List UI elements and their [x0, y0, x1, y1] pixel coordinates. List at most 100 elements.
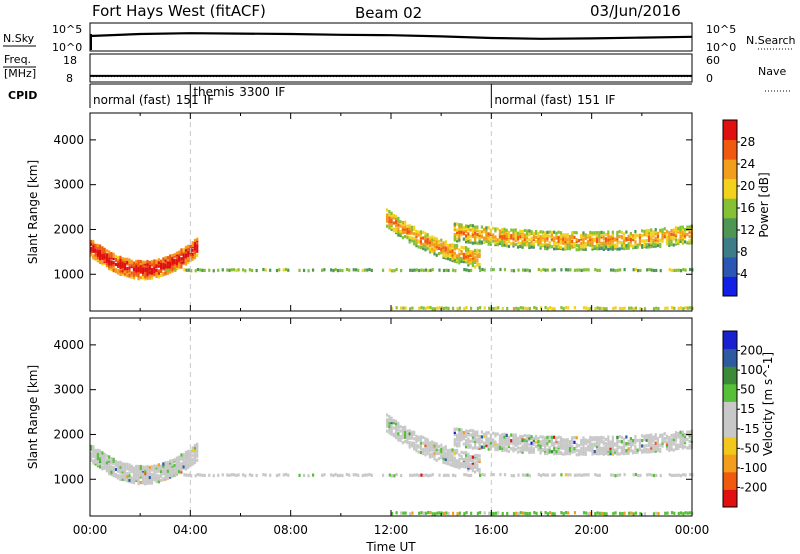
- power-cell: [496, 227, 499, 231]
- power-cell: [447, 306, 450, 311]
- velocity-cell: [248, 473, 251, 477]
- velocity-cell: [519, 449, 522, 454]
- velocity-cell: [196, 448, 199, 452]
- power-cell: [683, 227, 687, 232]
- power-cell: [564, 306, 568, 310]
- velocity-cell: [401, 435, 404, 439]
- velocity-cell: [453, 448, 456, 453]
- power-cell: [580, 233, 583, 238]
- velocity-cell: [645, 444, 648, 448]
- velocity-cell: [440, 443, 443, 447]
- velocity-cell: [464, 442, 468, 446]
- power-cell: [593, 246, 596, 251]
- velocity-cell: [162, 464, 165, 468]
- power-cell: [431, 241, 434, 245]
- velocity-cell: [634, 434, 637, 439]
- velocity-cell: [525, 434, 529, 438]
- velocity-cell: [408, 436, 411, 440]
- power-cell: [90, 246, 93, 250]
- power-cell: [121, 260, 124, 265]
- power-cell: [674, 228, 678, 232]
- power-cell: [505, 242, 508, 246]
- power-colorbar-label: Power [dB]: [757, 172, 771, 237]
- cpid-segment-1: normal (fast) 151 IF: [93, 93, 214, 107]
- velocity-cell: [585, 473, 588, 477]
- velocity-cell: [464, 460, 468, 464]
- velocity-cell: [524, 473, 527, 477]
- velocity-cell: [510, 439, 513, 443]
- power-cell: [507, 238, 511, 242]
- power-cell: [589, 230, 592, 235]
- power-cell: [498, 233, 502, 238]
- velocity-cell: [395, 423, 398, 428]
- velocity-cell: [501, 435, 504, 439]
- power-cell: [112, 252, 115, 256]
- power-cell: [600, 235, 603, 239]
- velocity-cell: [404, 511, 407, 515]
- power-cell: [187, 244, 190, 249]
- velocity-cell: [193, 450, 197, 454]
- velocity-cell: [516, 436, 520, 440]
- power-cell: [458, 223, 461, 227]
- power-cell: [399, 233, 402, 238]
- velocity-cell: [607, 446, 610, 450]
- velocity-cell: [501, 441, 504, 445]
- velocity-cell: [479, 511, 482, 515]
- power-cell: [576, 268, 579, 272]
- velocity-cell: [105, 467, 109, 471]
- power-cell: [573, 242, 576, 246]
- velocity-cell: [114, 459, 118, 464]
- power-cell: [182, 250, 185, 254]
- power-cell: [144, 272, 147, 276]
- velocity-cell: [178, 469, 181, 474]
- velocity-cell: [397, 438, 400, 442]
- power-cell: [117, 263, 120, 267]
- velocity-cell: [180, 456, 183, 460]
- power-cell: [381, 268, 385, 272]
- velocity-cell: [418, 511, 421, 515]
- velocity-cell: [544, 511, 547, 515]
- power-cell: [157, 258, 160, 262]
- velocity-cell: [451, 473, 455, 477]
- velocity-cell: [683, 439, 687, 443]
- power-cell: [469, 238, 472, 242]
- power-cell: [478, 249, 481, 253]
- velocity-cell: [410, 436, 414, 440]
- power-cell: [661, 234, 664, 238]
- power-cell: [121, 258, 124, 263]
- power-cell: [632, 246, 635, 250]
- velocity-cell: [221, 473, 224, 477]
- velocity-cell: [166, 469, 169, 473]
- velocity-cell: [471, 468, 474, 473]
- power-cell: [564, 241, 567, 245]
- power-cell: [596, 268, 599, 272]
- velocity-cell: [571, 444, 574, 448]
- power-cell: [688, 241, 691, 245]
- power-cell: [568, 247, 572, 251]
- power-cell: [419, 240, 423, 244]
- velocity-cell: [505, 433, 508, 437]
- velocity-cell: [164, 476, 167, 480]
- velocity-cell: [110, 456, 113, 461]
- power-cell: [126, 257, 129, 261]
- velocity-cell: [503, 473, 507, 477]
- velocity-cell: [157, 469, 160, 473]
- power-cell: [428, 247, 432, 252]
- velocity-cell: [455, 444, 459, 448]
- velocity-cell: [623, 511, 626, 515]
- velocity-cell: [679, 441, 682, 445]
- velocity-cell: [440, 449, 443, 454]
- velocity-cell: [605, 512, 608, 516]
- power-cell: [553, 238, 556, 243]
- power-cell: [670, 234, 673, 239]
- power-cell: [562, 307, 565, 311]
- velocity-cell: [505, 447, 508, 451]
- power-cell: [440, 242, 443, 246]
- power-cell: [645, 231, 648, 235]
- velocity-cell: [645, 438, 648, 442]
- velocity-cell: [445, 473, 448, 477]
- velocity-cell: [672, 439, 675, 443]
- velocity-cell: [419, 441, 423, 445]
- power-cell: [191, 243, 194, 247]
- velocity-cell: [112, 461, 115, 466]
